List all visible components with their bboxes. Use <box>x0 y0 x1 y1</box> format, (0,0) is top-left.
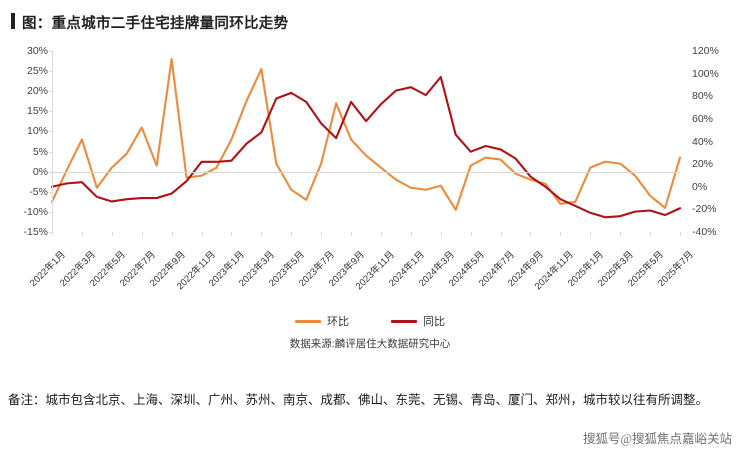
x-tick-mark <box>351 232 353 236</box>
zero-baseline <box>52 171 680 173</box>
watermark-text: 搜狐号@搜狐焦点嘉峪关站 <box>582 432 732 446</box>
y-tick-label-left: 25% <box>26 65 48 78</box>
y-tick-label-right: 20% <box>692 158 714 171</box>
x-tick-mark <box>530 232 532 236</box>
x-tick-mark <box>590 232 592 236</box>
chart-lines <box>50 57 682 219</box>
x-tick-mark <box>201 232 203 236</box>
title-accent-bar <box>11 13 15 29</box>
x-tick-mark <box>650 232 652 236</box>
x-tick-mark <box>410 232 412 236</box>
x-tick-mark <box>620 232 622 236</box>
x-tick-mark <box>470 232 472 236</box>
x-axis-labels: 2022年1月 2022年3月 2022年5月 2022年7月 2022年9月 2022年… <box>0 245 740 315</box>
y-tick-label-right: 80% <box>692 90 714 103</box>
y-tick-label-right: -20% <box>692 203 717 216</box>
footnote-text: 备注：城市包含北京、上海、深圳、广州、苏州、南京、成都、佛山、东莞、无锡、青岛、… <box>8 393 709 407</box>
y-tick-label-left: 20% <box>26 85 48 98</box>
y-tick-label-left: 5% <box>32 145 48 158</box>
y-tick-label-right: 60% <box>692 112 714 125</box>
series-line-tongbi <box>50 75 682 219</box>
y-tick-label-left: -5% <box>29 185 48 198</box>
x-tick-mark <box>440 232 442 236</box>
legend-label-huanbi: 环比 <box>327 316 349 328</box>
x-tick-mark <box>321 232 323 236</box>
y-tick-label-right: 0% <box>692 180 708 193</box>
legend-item-huanbi: 环比 <box>295 313 349 329</box>
y-tick-label-right: 120% <box>692 45 719 57</box>
chart-legend: 环比 同比 <box>0 313 740 329</box>
y-tick-label-left: 30% <box>26 45 48 57</box>
series-line-huanbi <box>50 57 682 211</box>
legend-swatch-tongbi <box>391 319 417 323</box>
legend-swatch-huanbi <box>295 319 321 323</box>
y-tick-label-left: -10% <box>23 205 48 218</box>
x-tick-mark <box>231 232 233 236</box>
x-tick-mark <box>52 232 53 236</box>
x-tick-mark <box>500 232 502 236</box>
y-tick-label-left: 10% <box>26 125 48 138</box>
legend-label-tongbi: 同比 <box>423 316 445 328</box>
x-tick-mark <box>560 232 562 236</box>
chart-plot-area: 30% 25% 20% 15% 10% 5% 0% -5% -10% -15% 120% 100% 80… <box>0 40 740 245</box>
x-tick-mark <box>261 232 263 236</box>
x-tick-mark <box>291 232 293 236</box>
y-tick-label-left: 15% <box>26 105 48 118</box>
y-tick-label-right: 100% <box>692 67 719 80</box>
x-tick-mark <box>141 232 143 236</box>
y-tick-label-right: 40% <box>692 135 714 148</box>
x-tick-mark <box>111 232 113 236</box>
data-source-text: 数据来源:麟评居住大数据研究中心 <box>289 338 451 350</box>
page-title: 图：重点城市二手住宅挂牌量同环比走势 <box>22 16 289 32</box>
y-tick-label-left: 0% <box>32 165 48 178</box>
y-tick-label-right: -40% <box>692 226 717 238</box>
y-tick-label-left: -15% <box>23 226 48 238</box>
legend-item-tongbi: 同比 <box>391 313 445 329</box>
x-tick-mark <box>81 232 83 236</box>
x-tick-mark <box>380 232 382 236</box>
x-tick-mark <box>171 232 173 236</box>
x-tick-mark <box>680 232 681 236</box>
